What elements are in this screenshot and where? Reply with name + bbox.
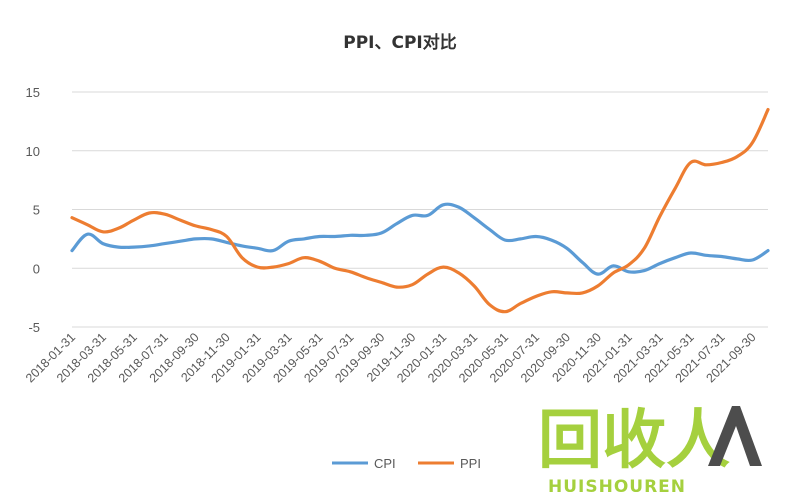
- y-tick-label: 0: [33, 261, 40, 276]
- legend-label-ppi: PPI: [460, 456, 481, 471]
- watermark-en-text: HUISHOUREN: [548, 477, 686, 497]
- y-tick-label: 5: [33, 203, 40, 218]
- watermark-a-icon: [708, 406, 762, 466]
- y-tick-label: 10: [26, 144, 40, 159]
- legend: CPI PPI: [332, 456, 481, 471]
- x-axis-ticks: 2018-01-312018-03-312018-05-312018-07-31…: [23, 330, 759, 385]
- watermark-logo: 回收人 HUISHOUREN: [530, 392, 792, 500]
- chart-title: PPI、CPI对比: [343, 32, 457, 53]
- legend-label-cpi: CPI: [374, 456, 396, 471]
- watermark-cn-text: 回收人: [538, 404, 730, 478]
- y-tick-label: -5: [28, 320, 40, 335]
- y-axis-ticks: -5 0 5 10 15: [26, 85, 40, 335]
- series-line-cpi: [70, 202, 770, 276]
- series-line-ppi: [70, 108, 770, 314]
- series-lines: [70, 108, 770, 314]
- y-tick-label: 15: [26, 85, 40, 100]
